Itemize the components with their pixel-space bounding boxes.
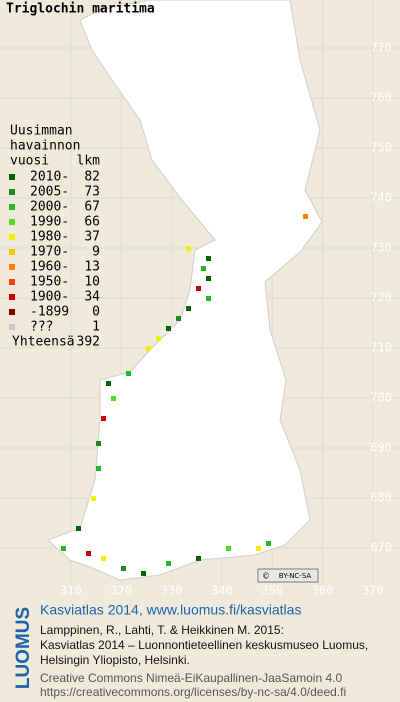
- legend-label: ???: [30, 320, 53, 335]
- legend-count: 10: [84, 275, 100, 290]
- legend-label: -1899: [30, 305, 69, 320]
- east-label: 310: [60, 584, 82, 598]
- citation: Kasviatlas 2014 – Luonnontieteellinen ke…: [40, 638, 368, 652]
- legend-swatch: [9, 174, 15, 180]
- legend-swatch: [9, 189, 15, 195]
- legend-label: 1990-: [30, 215, 69, 230]
- north-label: 680: [370, 491, 392, 505]
- legend-heading: Uusimman: [10, 124, 73, 139]
- east-label: 370: [362, 584, 384, 598]
- legend-swatch: [9, 294, 15, 300]
- north-label: 760: [370, 91, 392, 105]
- total-count: 392: [77, 335, 100, 350]
- badge-cc: ©: [262, 572, 270, 581]
- legend-count-heading: lkm: [77, 154, 101, 169]
- legend-label: 1970-: [30, 245, 69, 260]
- north-label: 690: [370, 441, 392, 455]
- north-label: 770: [370, 41, 392, 55]
- legend: Uusimman havainnon vuosi lkm Yhteensä 39…: [9, 124, 100, 350]
- total-label: Yhteensä: [12, 335, 75, 350]
- license: Creative Commons Nimeä-EiKaupallinen-Jaa…: [40, 671, 342, 685]
- legend-count: 66: [84, 215, 100, 230]
- legend-swatch: [9, 249, 15, 255]
- occurrence-squares: [61, 214, 308, 576]
- east-label: 350: [261, 584, 283, 598]
- legend-swatch: [9, 264, 15, 270]
- legend-swatch: [9, 309, 15, 315]
- legend-count: 34: [84, 290, 100, 305]
- legend-count: 0: [92, 305, 100, 320]
- legend-swatch: [9, 204, 15, 210]
- license-badge: © BY-NC-SA: [257, 568, 319, 583]
- legend-count: 73: [84, 185, 100, 200]
- badge-text: BY-NC-SA: [279, 572, 312, 580]
- footer: Kasviatlas 2014, www.luomus.fi/kasviatla…: [40, 602, 368, 699]
- legend-swatch: [9, 234, 15, 240]
- legend-label: 1950-: [30, 275, 69, 290]
- north-label: 740: [370, 191, 392, 205]
- east-label: 330: [161, 584, 183, 598]
- north-label: 700: [370, 391, 392, 405]
- north-label: 750: [370, 141, 392, 155]
- citation: Lamppinen, R., Lahti, T. & Heikkinen M. …: [40, 623, 284, 637]
- citation: Helsingin Yliopisto, Helsinki.: [40, 653, 190, 667]
- legend-label: 2010-: [30, 170, 69, 185]
- east-label: 360: [312, 584, 334, 598]
- title: Triglochin maritima: [6, 2, 155, 17]
- finland-outline: [47, 0, 323, 581]
- legend-swatch: [9, 279, 15, 285]
- legend-label: 2005-: [30, 185, 69, 200]
- north-label: 710: [370, 341, 392, 355]
- legend-count: 67: [84, 200, 100, 215]
- legend-swatch: [9, 324, 15, 330]
- north-label: 730: [370, 241, 392, 255]
- badge-frame: [257, 568, 319, 583]
- north-label: 670: [370, 541, 392, 555]
- legend-label: 2000-: [30, 200, 69, 215]
- legend-count: 82: [84, 170, 100, 185]
- legend-swatch: [9, 219, 15, 225]
- east-label: 320: [110, 584, 132, 598]
- site: Kasviatlas 2014, www.luomus.fi/kasviatla…: [40, 602, 301, 618]
- legend-count: 37: [84, 230, 100, 245]
- logo: LUOMUS: [13, 607, 34, 689]
- legend-label: 1900-: [30, 290, 69, 305]
- north-label: 720: [370, 291, 392, 305]
- legend-count: 9: [92, 245, 100, 260]
- license: https://creativecommons.org/licenses/by-…: [40, 685, 346, 699]
- legend-heading: havainnon: [10, 139, 80, 154]
- east-label: 340: [211, 584, 233, 598]
- legend-count: 13: [84, 260, 100, 275]
- legend-label: 1960-: [30, 260, 69, 275]
- legend-heading: vuosi: [10, 154, 49, 169]
- legend-label: 1980-: [30, 230, 69, 245]
- legend-count: 1: [92, 320, 100, 335]
